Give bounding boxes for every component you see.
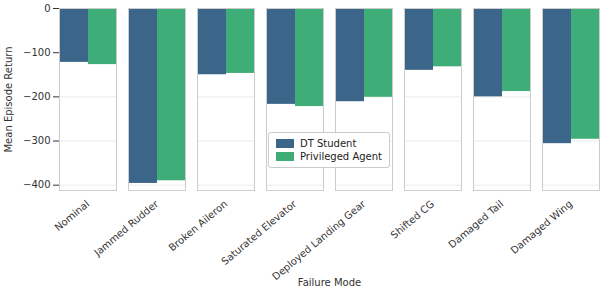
svg-text:−400: −400: [23, 179, 50, 190]
svg-text:Nominal: Nominal: [53, 198, 92, 233]
html-text:DT Student: DT Student: [300, 138, 357, 149]
svg-text:−200: −200: [23, 91, 50, 102]
svg-text:−100: −100: [23, 47, 50, 58]
svg-text:Deployed Landing Gear: Deployed Landing Gear: [270, 198, 368, 283]
svg-text:Damaged Wing: Damaged Wing: [508, 198, 574, 256]
svg-text:Jammed Rudder: Jammed Rudder: [91, 198, 161, 259]
svg-text:Broken Aileron: Broken Aileron: [166, 198, 229, 253]
html-text:Privileged Agent: Privileged Agent: [300, 151, 382, 162]
svg-text:Damaged Tail: Damaged Tail: [446, 198, 505, 250]
svg-text:−300: −300: [23, 135, 50, 146]
svg-text:Failure Mode: Failure Mode: [298, 277, 361, 288]
svg-text:Mean Episode Return: Mean Episode Return: [3, 46, 14, 152]
svg-text:Saturated Elevator: Saturated Elevator: [219, 198, 299, 267]
svg-text:0: 0: [44, 3, 50, 14]
svg-text:Shifted CG: Shifted CG: [389, 198, 437, 241]
